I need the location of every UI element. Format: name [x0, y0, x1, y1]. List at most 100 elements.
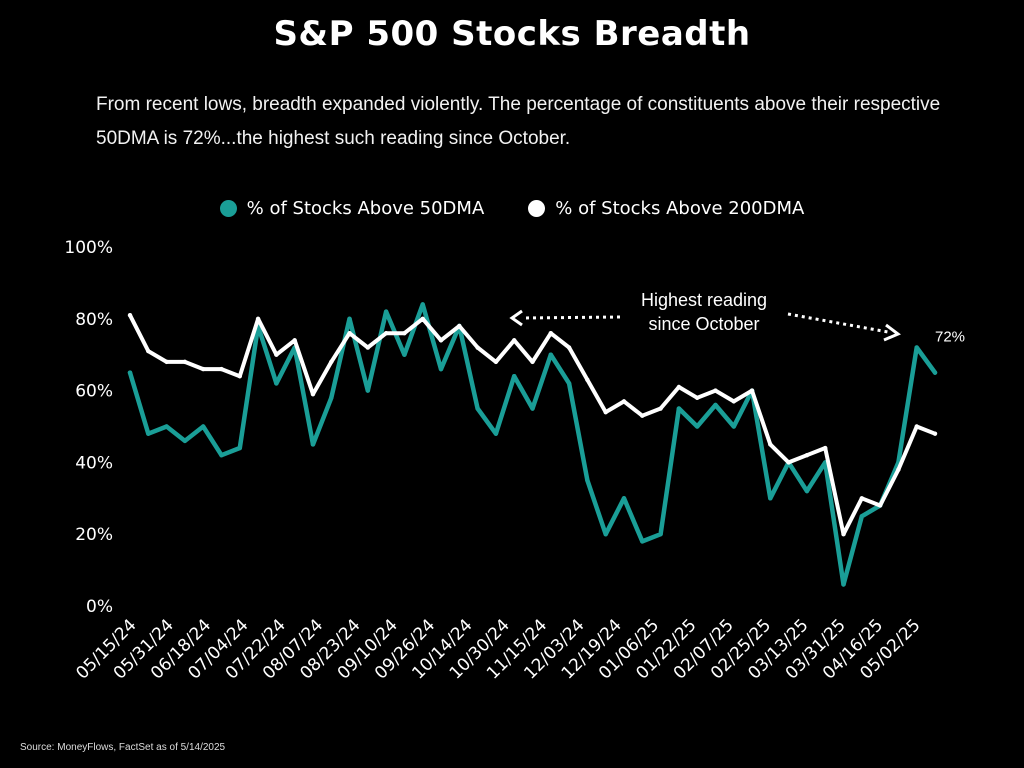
data-point-200dma: [493, 359, 499, 365]
data-point-50dma: [658, 532, 663, 537]
data-point-50dma: [694, 424, 700, 429]
data-point-200dma: [164, 359, 169, 365]
data-point-200dma: [512, 338, 517, 343]
data-point-200dma: [603, 409, 608, 415]
data-point-50dma: [475, 406, 480, 411]
y-tick-label: 20%: [75, 525, 113, 545]
data-point-200dma: [457, 323, 462, 329]
data-point-50dma: [932, 370, 938, 375]
data-point-200dma: [896, 467, 901, 472]
data-point-50dma: [731, 424, 736, 429]
data-point-50dma: [621, 496, 627, 501]
data-point-50dma: [329, 395, 334, 400]
annotation-arrow-left: [521, 315, 621, 320]
legend-label-200dma: % of Stocks Above 200DMA: [555, 198, 805, 219]
data-point-50dma: [365, 388, 371, 393]
legend-item-200dma[interactable]: % of Stocks Above 200DMA: [528, 198, 804, 219]
data-point-200dma: [548, 330, 553, 336]
legend-dot-200dma-icon: [528, 200, 546, 217]
data-point-200dma: [804, 453, 810, 458]
data-point-50dma: [585, 478, 590, 483]
legend-item-50dma[interactable]: % of Stocks Above 50DMA: [219, 198, 485, 219]
chart-subtitle: From recent lows, breadth expanded viole…: [96, 94, 941, 149]
data-point-50dma: [274, 381, 279, 386]
annotation-72-label: 72%: [935, 329, 965, 346]
arrowhead-right-icon: [883, 323, 901, 342]
data-point-200dma: [640, 413, 645, 418]
data-point-200dma: [658, 406, 663, 411]
data-point-200dma: [585, 377, 590, 383]
data-point-50dma: [713, 402, 718, 408]
data-point-200dma: [877, 503, 883, 508]
data-point-200dma: [676, 384, 682, 390]
legend-dot-50dma-icon: [219, 200, 237, 217]
data-point-200dma: [237, 374, 242, 379]
data-point-200dma: [383, 330, 389, 336]
data-point-50dma: [347, 316, 352, 321]
data-point-50dma: [219, 453, 224, 458]
annotation-line-2: since October: [648, 314, 759, 334]
y-tick-label: 0%: [86, 597, 113, 617]
data-point-50dma: [640, 539, 645, 544]
data-point-200dma: [749, 388, 755, 393]
legend-label-50dma: % of Stocks Above 50DMA: [246, 198, 485, 219]
data-point-200dma: [347, 330, 352, 336]
data-point-50dma: [127, 370, 133, 375]
source-note: Source: MoneyFlows, FactSet as of 5/14/2…: [20, 742, 226, 753]
data-point-200dma: [310, 391, 316, 397]
y-tick-label: 60%: [75, 382, 113, 402]
data-point-200dma: [438, 338, 444, 343]
data-point-50dma: [603, 532, 608, 537]
data-point-200dma: [914, 424, 919, 429]
annotation-line-1: Highest reading: [641, 290, 767, 310]
data-point-200dma: [182, 359, 188, 365]
y-tick-label: 40%: [75, 453, 113, 473]
data-point-200dma: [932, 431, 938, 436]
data-point-50dma: [146, 431, 151, 436]
data-point-50dma: [493, 431, 499, 436]
data-point-200dma: [274, 352, 279, 357]
page-title: S&P 500 Stocks Breadth: [273, 14, 751, 54]
y-tick-label: 80%: [75, 310, 113, 330]
data-point-200dma: [365, 345, 371, 350]
data-point-200dma: [768, 442, 773, 447]
data-point-200dma: [402, 330, 407, 336]
data-point-200dma: [255, 316, 261, 321]
data-point-200dma: [621, 399, 627, 404]
data-point-50dma: [548, 352, 553, 357]
data-point-200dma: [530, 359, 535, 365]
chart-legend: % of Stocks Above 50DMA % of Stocks Abov…: [0, 198, 1024, 219]
data-point-200dma: [731, 399, 736, 404]
data-point-50dma: [237, 445, 242, 451]
data-point-50dma: [768, 496, 773, 501]
data-point-50dma: [530, 406, 535, 411]
y-tick-label: 100%: [64, 238, 113, 258]
data-point-200dma: [475, 345, 480, 350]
data-point-50dma: [804, 488, 810, 494]
data-point-200dma: [329, 359, 334, 365]
data-point-50dma: [383, 309, 389, 314]
data-point-200dma: [823, 445, 828, 451]
data-point-200dma: [713, 388, 718, 393]
data-point-200dma: [127, 313, 133, 318]
data-point-200dma: [841, 532, 846, 537]
data-point-200dma: [219, 366, 224, 372]
data-point-200dma: [859, 496, 865, 501]
data-point-50dma: [420, 302, 425, 307]
data-point-50dma: [512, 374, 517, 379]
data-point-50dma: [676, 406, 682, 411]
arrowhead-left-icon: [509, 309, 523, 327]
data-point-200dma: [200, 366, 206, 372]
data-point-50dma: [841, 582, 846, 587]
data-point-50dma: [200, 424, 206, 429]
data-point-200dma: [786, 460, 791, 465]
series-line-200dma: [128, 313, 937, 537]
data-point-200dma: [146, 348, 151, 354]
annotation-arrow-right: [787, 312, 889, 334]
data-point-200dma: [694, 395, 700, 400]
data-point-50dma: [859, 514, 865, 519]
data-point-200dma: [566, 345, 572, 350]
data-point-50dma: [438, 366, 444, 372]
data-point-50dma: [310, 442, 316, 447]
